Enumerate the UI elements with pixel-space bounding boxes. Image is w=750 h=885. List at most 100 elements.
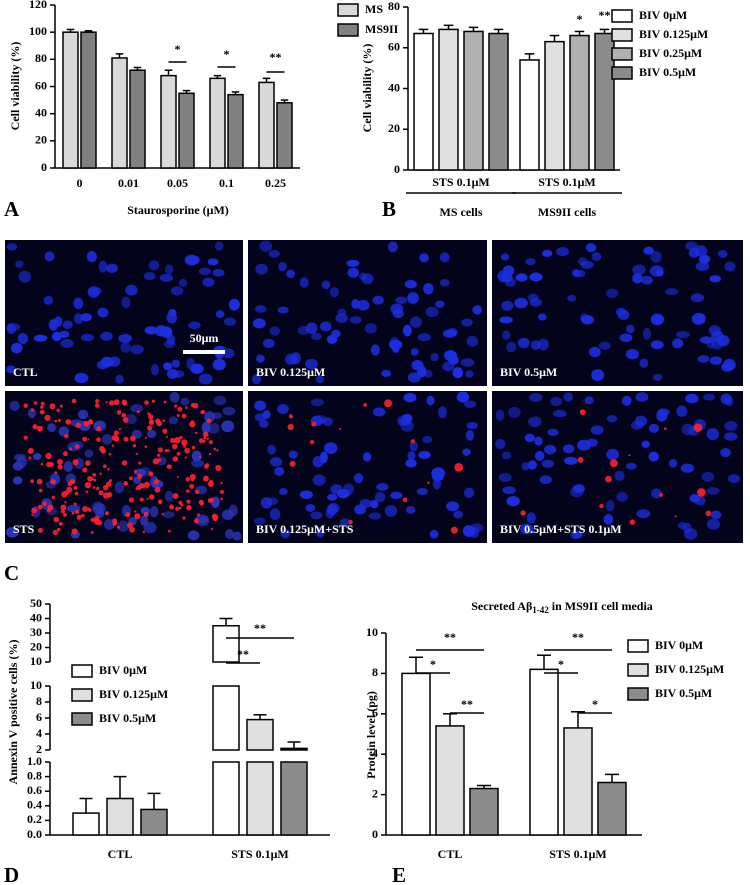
nucleus [642,327,651,340]
nucleus [709,275,722,283]
micrograph: BIV 0.125μM+STS [248,391,487,543]
apoptotic-signal [37,504,43,510]
nucleus [80,313,93,322]
nucleus [372,407,386,417]
nucleus [316,526,325,538]
apoptotic-signal [109,400,115,406]
bar [544,40,565,171]
nucleus [462,525,475,537]
nucleus [630,420,644,430]
nucleus [648,451,659,462]
apoptotic-signal [191,445,196,450]
apoptotic-signal [220,481,223,485]
apoptotic-signal [33,401,38,405]
nucleus [680,463,695,473]
nucleus [144,326,158,335]
nucleus [166,312,178,324]
legend-swatch [611,9,633,23]
apoptotic-signal [207,480,214,488]
apoptotic-signal [163,400,167,404]
apoptotic-signal [139,497,144,502]
nucleus [676,331,690,339]
x-tick-label: 0 [77,176,83,190]
legend-swatch [627,687,649,701]
nucleus [329,287,340,298]
apoptotic-signal [137,473,143,479]
y-tick-label: 2 [36,742,42,756]
panel-letter: B [382,197,396,221]
nucleus [429,529,439,539]
apoptotic-signal [178,506,182,510]
apoptotic-signal [169,504,175,510]
apoptotic-signal [96,437,101,442]
nucleus [368,512,382,520]
nucleus [537,338,549,351]
apoptotic-signal [113,430,120,436]
apoptotic-signal [40,462,44,466]
nucleus [541,249,553,258]
nucleus [506,341,517,353]
legend-swatch [71,664,93,678]
nucleus [419,253,429,263]
apoptotic-signal [105,401,108,404]
nucleus [499,316,513,324]
apoptotic-signal [85,490,89,493]
nucleus [617,309,630,321]
apoptotic-signal [628,454,631,457]
nucleus [544,444,557,455]
apoptotic-signal [184,456,187,459]
apoptotic-signal [62,451,68,457]
apoptotic-signal [108,452,112,456]
apoptotic-signal [56,527,61,532]
y-tick-label: 100 [29,24,47,38]
nucleus [32,453,42,461]
nucleus [169,391,180,403]
legend-swatch [611,47,633,61]
apoptotic-signal [111,444,115,447]
apoptotic-signal [348,519,353,525]
nucleus [466,335,479,347]
nucleus [388,241,398,253]
nucleus [439,252,450,263]
nucleus [150,363,160,376]
nucleus [356,299,370,311]
bar [129,69,146,169]
apoptotic-signal [64,501,67,504]
x-tick-label: 0.1 [219,176,234,190]
nucleus [48,319,59,331]
nucleus [155,325,168,337]
apoptotic-signal [95,398,100,404]
nucleus [550,396,563,407]
apoptotic-signal [45,452,52,460]
y-tick-label: 0 [394,162,400,176]
apoptotic-signal [123,436,129,442]
apoptotic-signal [190,420,195,424]
legend-label: BIV 0.5μM [639,65,696,79]
bar [106,797,134,836]
nucleus [694,245,708,257]
nucleus [495,409,505,422]
nucleus [87,286,100,298]
apoptotic-signal [146,497,149,501]
apoptotic-signal [63,513,67,517]
nucleus [44,251,55,262]
nucleus [315,375,325,384]
nucleus [164,264,174,275]
nucleus [312,456,324,468]
nucleus [706,487,720,495]
nucleus [539,475,552,485]
nucleus [95,508,105,518]
apoptotic-signal [172,456,179,462]
legend-swatch [337,23,359,37]
apoptotic-signal [189,473,196,481]
apoptotic-signal [208,452,212,456]
panel-letter: A [4,197,20,221]
nucleus [63,461,73,472]
apoptotic-signal [192,402,199,409]
nucleus [6,323,20,332]
apoptotic-signal [208,440,213,445]
apoptotic-signal [49,403,56,410]
nucleus [370,344,380,356]
nucleus [409,441,418,452]
apoptotic-signal [693,423,703,432]
